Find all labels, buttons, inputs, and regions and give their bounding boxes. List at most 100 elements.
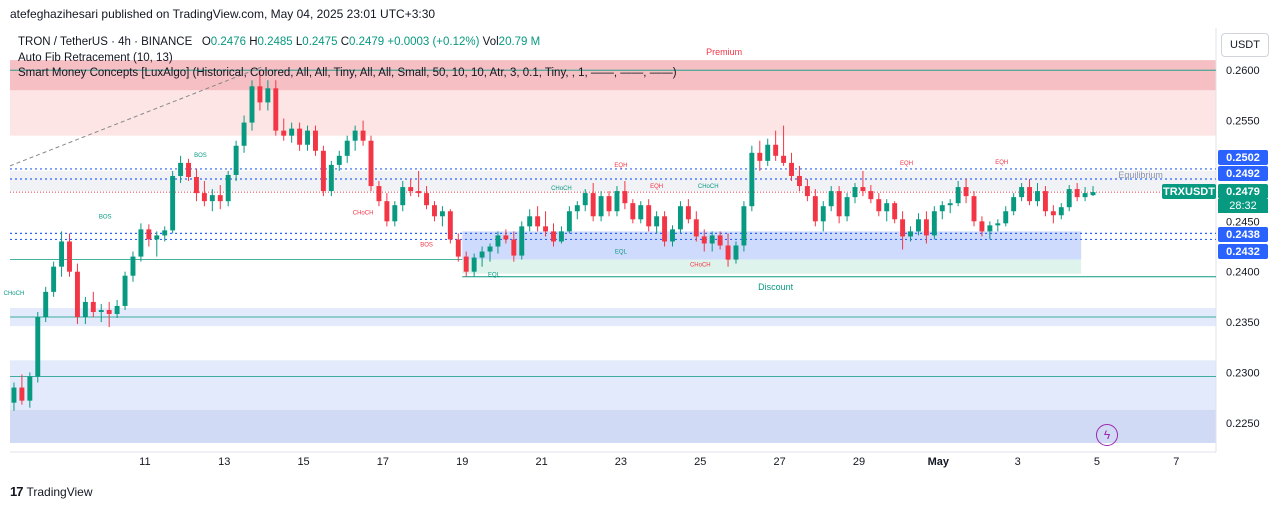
candle-body <box>598 196 604 217</box>
x-tick-label: May <box>928 456 950 468</box>
candle-body <box>344 140 350 156</box>
candle <box>717 231 723 250</box>
tradingview-footer[interactable]: 17 TradingView <box>10 484 93 499</box>
candle <box>979 216 985 237</box>
annotation-premium: Premium <box>706 47 742 57</box>
candle <box>804 178 810 202</box>
candle <box>273 80 279 136</box>
candle-body <box>313 130 318 151</box>
candle-body <box>519 226 525 256</box>
indicator-auto-fib[interactable]: Auto Fib Retracement (10, 13) <box>18 51 173 64</box>
candle-body <box>551 231 556 242</box>
candle-body <box>654 216 660 227</box>
candle <box>344 135 350 163</box>
open-value: 0.2476 <box>210 36 246 48</box>
tradingview-brand: TradingView <box>26 484 93 499</box>
candle-body <box>971 196 977 222</box>
high-label: H <box>249 36 258 48</box>
x-tick-label: 13 <box>218 456 230 468</box>
candle-body <box>749 152 755 207</box>
candle <box>201 181 207 207</box>
candle-body <box>35 317 41 377</box>
candle <box>947 199 953 214</box>
candle-body <box>939 205 945 212</box>
candle <box>884 199 890 222</box>
candle <box>725 233 731 267</box>
candle-body <box>1066 189 1072 208</box>
candle-body <box>955 187 961 204</box>
candle-body <box>725 245 731 260</box>
candle <box>35 311 41 383</box>
candle <box>19 374 25 405</box>
candle <box>376 181 382 207</box>
candle <box>27 372 33 408</box>
candle <box>479 246 485 267</box>
candle <box>51 261 57 297</box>
candle <box>1011 193 1017 216</box>
zone-fvg-3 <box>10 409 1216 443</box>
candle-body <box>98 309 104 312</box>
indicator-smc[interactable]: Smart Money Concepts [LuxAlgo] (Historic… <box>18 67 677 79</box>
candle-body <box>606 196 612 212</box>
candle <box>1035 183 1040 207</box>
candle <box>320 145 326 197</box>
candle <box>828 186 834 212</box>
candle-body <box>543 226 549 232</box>
candle-body <box>781 155 787 163</box>
candle <box>193 168 199 202</box>
x-tick-label: 25 <box>694 456 706 468</box>
candle-body <box>384 201 390 222</box>
candle <box>995 219 1001 232</box>
candle-body <box>455 239 461 257</box>
candle <box>170 170 176 234</box>
x-tick-label: 27 <box>773 456 785 468</box>
x-tick-label: 7 <box>1173 456 1179 468</box>
candle <box>701 229 707 252</box>
candle-body <box>789 162 794 176</box>
annotation-eql: EQL <box>615 250 628 256</box>
candle <box>765 138 771 166</box>
candle-body <box>257 86 263 103</box>
candle <box>1003 206 1009 227</box>
candle <box>178 155 184 184</box>
candle-body <box>463 256 469 272</box>
candle-body <box>630 203 636 220</box>
symbol-title[interactable]: TRON / TetherUS · 4h · BINANCE <box>18 36 193 48</box>
candle <box>860 170 866 197</box>
candle <box>1074 183 1080 202</box>
candle-body <box>368 140 374 187</box>
currency-button[interactable]: USDT <box>1221 33 1269 57</box>
candle-body <box>74 271 80 318</box>
x-tick-label: 11 <box>139 456 150 468</box>
candle-body <box>273 88 279 131</box>
candle <box>368 135 374 192</box>
candle-body <box>987 225 993 232</box>
candle-body <box>757 152 763 161</box>
candle-body <box>178 162 184 176</box>
candle <box>741 201 747 252</box>
lightning-icon[interactable]: ϟ <box>1096 424 1118 446</box>
candle <box>281 118 287 141</box>
candle-body <box>638 205 644 220</box>
candle <box>1058 203 1064 220</box>
candle-body <box>447 211 453 240</box>
tradingview-logo-icon: 17 <box>10 484 24 499</box>
candle-body <box>670 229 675 242</box>
annotation-choch: CHoCH <box>698 184 719 190</box>
candle-body <box>677 206 683 230</box>
candle <box>82 296 88 325</box>
candle-body <box>733 245 739 260</box>
candle <box>487 243 493 262</box>
annotation-bos: BOS <box>194 153 207 159</box>
candle-body <box>241 122 247 146</box>
candle <box>313 125 318 156</box>
candle <box>900 211 906 250</box>
candle-body <box>225 174 231 202</box>
close-value: 0.2479 <box>349 36 385 48</box>
annotation-bos: BOS <box>99 214 112 220</box>
candle <box>352 125 358 151</box>
candle <box>844 193 850 222</box>
candle <box>424 186 430 210</box>
candle-body <box>439 211 445 217</box>
